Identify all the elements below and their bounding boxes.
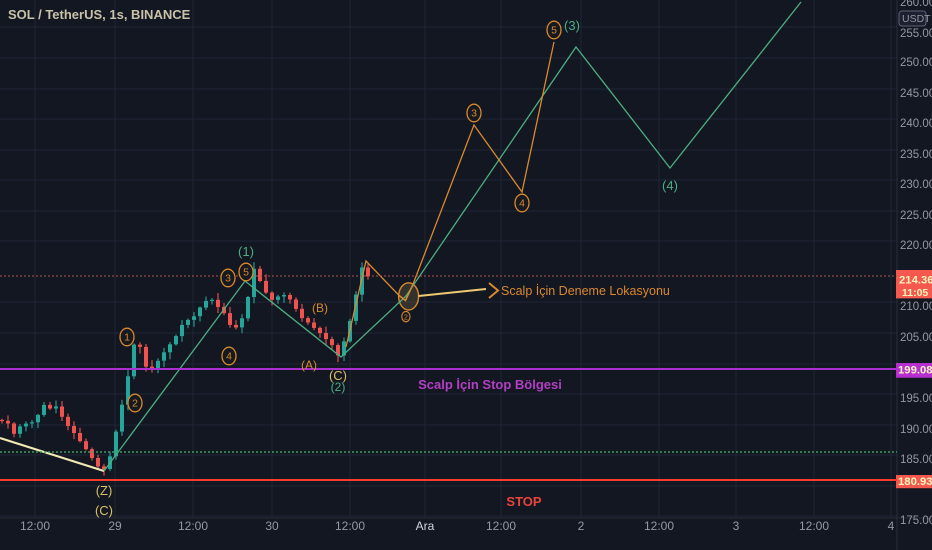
svg-text:2: 2 xyxy=(404,315,408,322)
svg-text:185.00: 185.00 xyxy=(900,454,932,466)
svg-text:12:00: 12:00 xyxy=(644,519,674,533)
svg-text:195.00: 195.00 xyxy=(900,393,932,405)
svg-text:2: 2 xyxy=(132,398,138,410)
svg-text:3: 3 xyxy=(471,108,477,120)
svg-text:3: 3 xyxy=(225,273,231,285)
svg-text:4: 4 xyxy=(519,198,525,210)
svg-text:2: 2 xyxy=(578,519,585,533)
svg-text:180.93: 180.93 xyxy=(898,476,932,488)
svg-text:29: 29 xyxy=(108,519,122,533)
svg-text:210.00: 210.00 xyxy=(900,301,932,313)
svg-text:5: 5 xyxy=(551,25,557,37)
svg-text:235.00: 235.00 xyxy=(900,149,932,161)
svg-text:Ara: Ara xyxy=(416,519,435,533)
svg-text:5: 5 xyxy=(243,267,249,279)
svg-text:(C): (C) xyxy=(95,503,113,518)
svg-text:4: 4 xyxy=(888,519,895,533)
svg-text:214.36: 214.36 xyxy=(899,275,932,287)
svg-text:260.00: 260.00 xyxy=(900,0,932,9)
svg-text:USDT: USDT xyxy=(902,13,931,25)
svg-text:205.00: 205.00 xyxy=(900,332,932,344)
svg-text:Scalp İçin Deneme Lokasyonu: Scalp İçin Deneme Lokasyonu xyxy=(501,284,670,298)
svg-text:Scalp İçin Stop Bölgesi: Scalp İçin Stop Bölgesi xyxy=(418,377,562,392)
svg-text:220.00: 220.00 xyxy=(900,240,932,252)
svg-text:(4): (4) xyxy=(662,178,678,193)
svg-text:250.00: 250.00 xyxy=(900,57,932,69)
svg-text:12:00: 12:00 xyxy=(799,519,829,533)
svg-text:255.00: 255.00 xyxy=(900,28,932,40)
svg-text:4: 4 xyxy=(226,351,232,363)
svg-text:(B): (B) xyxy=(312,301,328,315)
svg-text:12:00: 12:00 xyxy=(178,519,208,533)
svg-text:12:00: 12:00 xyxy=(335,519,365,533)
svg-text:12:00: 12:00 xyxy=(486,519,516,533)
svg-text:230.00: 230.00 xyxy=(900,179,932,191)
svg-text:175.00: 175.00 xyxy=(900,515,932,527)
svg-text:30: 30 xyxy=(265,519,279,533)
svg-text:190.00: 190.00 xyxy=(900,424,932,436)
svg-text:12:00: 12:00 xyxy=(20,519,50,533)
svg-text:(C): (C) xyxy=(329,368,347,383)
svg-text:3: 3 xyxy=(733,519,740,533)
svg-text:(3): (3) xyxy=(564,18,580,33)
svg-text:225.00: 225.00 xyxy=(900,210,932,222)
svg-text:11:05: 11:05 xyxy=(902,287,928,299)
svg-text:(Z): (Z) xyxy=(96,483,113,498)
svg-text:1: 1 xyxy=(124,332,130,344)
svg-text:(1): (1) xyxy=(238,244,254,259)
svg-text:240.00: 240.00 xyxy=(900,118,932,130)
svg-text:(A): (A) xyxy=(301,358,317,372)
svg-text:STOP: STOP xyxy=(506,494,541,509)
svg-text:SOL / TetherUS, 1s, BINANCE: SOL / TetherUS, 1s, BINANCE xyxy=(8,7,191,22)
svg-text:245.00: 245.00 xyxy=(900,88,932,100)
svg-text:199.08: 199.08 xyxy=(898,365,932,377)
